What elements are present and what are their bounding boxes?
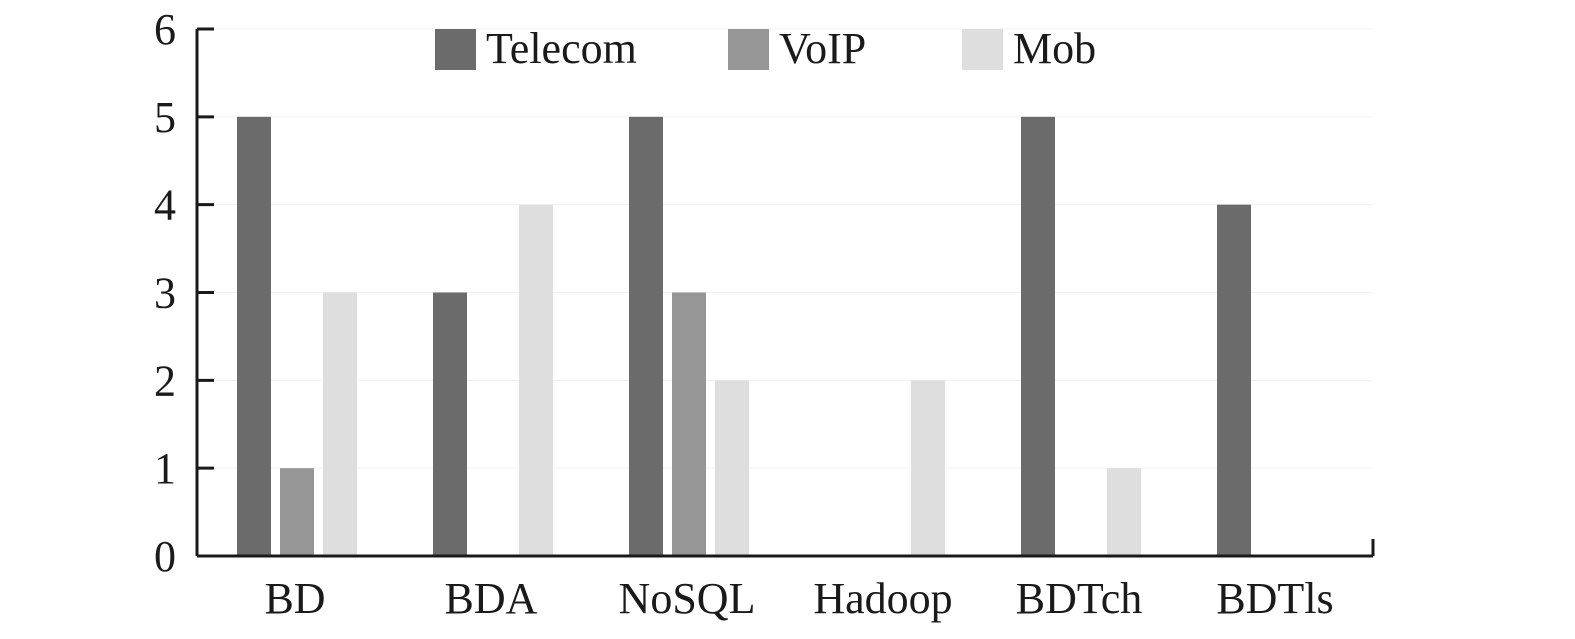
bar-voip-bd xyxy=(280,468,314,556)
grid-lines xyxy=(197,28,1373,469)
bar-mob-nosql xyxy=(715,380,749,556)
y-tick-label: 1 xyxy=(154,444,176,493)
bar-mob-bda xyxy=(519,204,553,556)
x-category-label: NoSQL xyxy=(619,574,756,623)
bar-mob-bdtch xyxy=(1107,468,1141,556)
y-tick-label: 3 xyxy=(154,269,176,318)
legend: Telecom VoIP Mob xyxy=(435,24,1096,73)
legend-swatch-mob xyxy=(962,29,1003,70)
bar-telecom-bdtls xyxy=(1217,204,1251,556)
legend-label-voip: VoIP xyxy=(779,24,866,73)
y-tick-label: 6 xyxy=(154,5,176,54)
bar-mob-hadoop xyxy=(911,380,945,556)
bar-voip-nosql xyxy=(672,292,706,556)
x-category-label: Hadoop xyxy=(813,574,952,623)
legend-swatch-telecom xyxy=(435,29,476,70)
y-tick-label: 5 xyxy=(154,93,176,142)
y-tick-label: 2 xyxy=(154,356,176,405)
bar-telecom-bdtch xyxy=(1021,116,1055,556)
x-category-label: BDA xyxy=(445,574,538,623)
y-tick-label: 4 xyxy=(154,181,176,230)
bar-mob-bd xyxy=(323,292,357,556)
bars xyxy=(237,116,1251,556)
x-category-label: BDTls xyxy=(1216,574,1333,623)
bar-telecom-bd xyxy=(237,116,271,556)
bar-telecom-bda xyxy=(433,292,467,556)
y-axis-ticks: 0 1 2 3 4 5 6 xyxy=(154,5,214,581)
legend-swatch-voip xyxy=(728,29,769,70)
x-category-label: BD xyxy=(264,574,325,623)
legend-label-mob: Mob xyxy=(1013,24,1096,73)
legend-label-telecom: Telecom xyxy=(486,24,637,73)
x-category-label: BDTch xyxy=(1016,574,1142,623)
y-tick-label: 0 xyxy=(154,532,176,581)
bar-telecom-nosql xyxy=(629,116,663,556)
x-axis-labels: BD BDA NoSQL Hadoop BDTch BDTls xyxy=(264,574,1333,623)
